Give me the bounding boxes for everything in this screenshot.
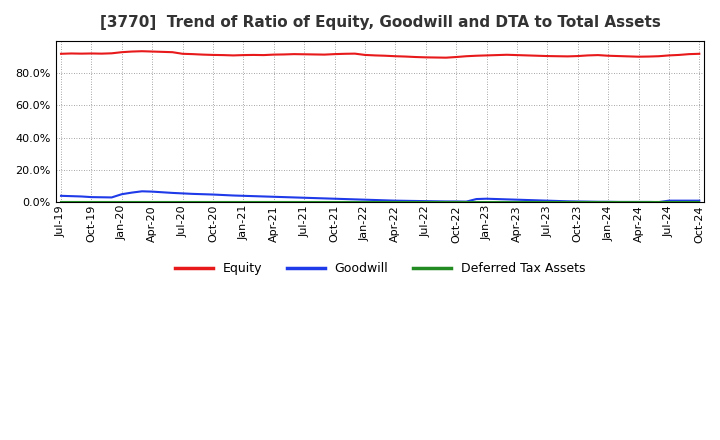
Legend: Equity, Goodwill, Deferred Tax Assets: Equity, Goodwill, Deferred Tax Assets [170,257,590,280]
Title: [3770]  Trend of Ratio of Equity, Goodwill and DTA to Total Assets: [3770] Trend of Ratio of Equity, Goodwil… [99,15,660,30]
